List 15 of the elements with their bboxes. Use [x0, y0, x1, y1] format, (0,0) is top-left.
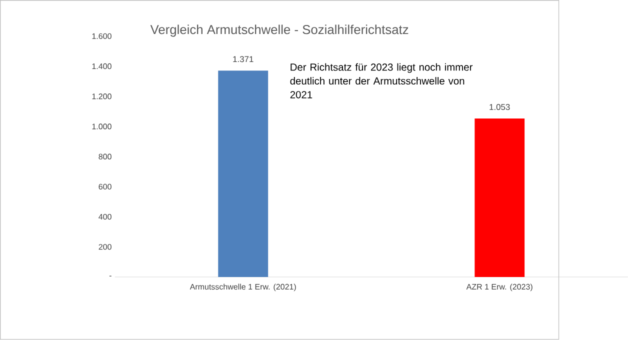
- x-tick-label: Armutsschwelle 1 Erw. (2021): [190, 284, 296, 292]
- y-tick-label: 800: [98, 154, 112, 160]
- y-tick-label: 400: [98, 214, 112, 220]
- annotation: Der Richtsatz für 2023 liegt noch immer deutlich unter der Armutsschwelle von 2021: [290, 63, 473, 98]
- y-tick-label: 1.600: [92, 33, 112, 40]
- y-tick-label: -: [109, 276, 112, 277]
- x-tick-label: AZR 1 Erw. (2023): [466, 284, 532, 292]
- y-tick-label: 1.200: [92, 94, 112, 100]
- data-label: 1.371: [233, 56, 254, 62]
- y-tick-label: 1.000: [92, 124, 112, 130]
- y-tick-label: 200: [98, 244, 112, 250]
- y-tick-label: 1.400: [92, 64, 112, 70]
- y-tick-label: 600: [98, 184, 112, 190]
- data-label: 1.053: [490, 104, 510, 110]
- chart-title: Vergleich Armutschwelle - Sozialhilferichtsatz: [150, 24, 408, 37]
